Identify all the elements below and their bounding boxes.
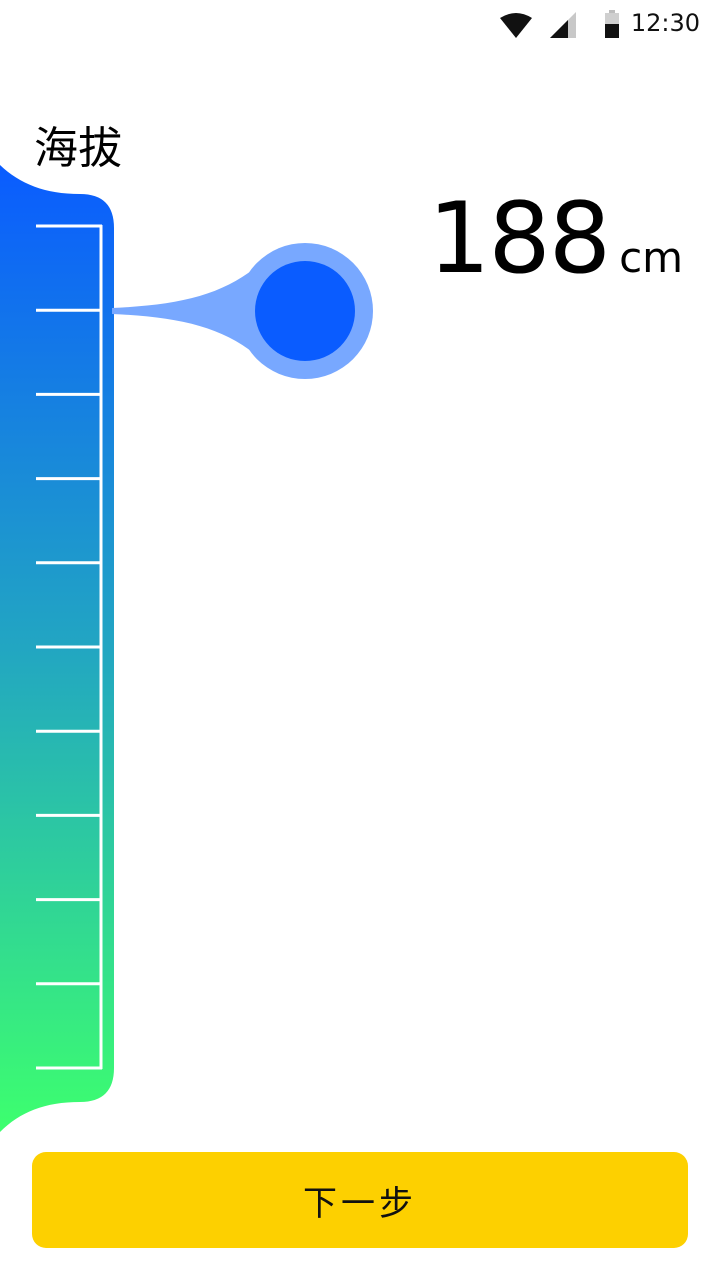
next-button[interactable]: 下一步 [32, 1152, 688, 1248]
height-value: 188 [428, 182, 611, 296]
status-bar: 12:30 [0, 0, 720, 48]
slider-knob[interactable] [255, 261, 355, 361]
ruler-ticks [36, 224, 102, 1070]
height-unit: cm [619, 233, 684, 282]
wifi-icon [500, 13, 532, 38]
knob-stem[interactable] [112, 262, 262, 360]
status-time: 12:30 [630, 9, 700, 37]
page-title: 海拔 [34, 123, 122, 174]
height-readout: 188 cm [428, 182, 683, 296]
height-ruler[interactable] [0, 160, 380, 1140]
battery-icon [605, 10, 619, 38]
signal-icon [550, 12, 576, 38]
